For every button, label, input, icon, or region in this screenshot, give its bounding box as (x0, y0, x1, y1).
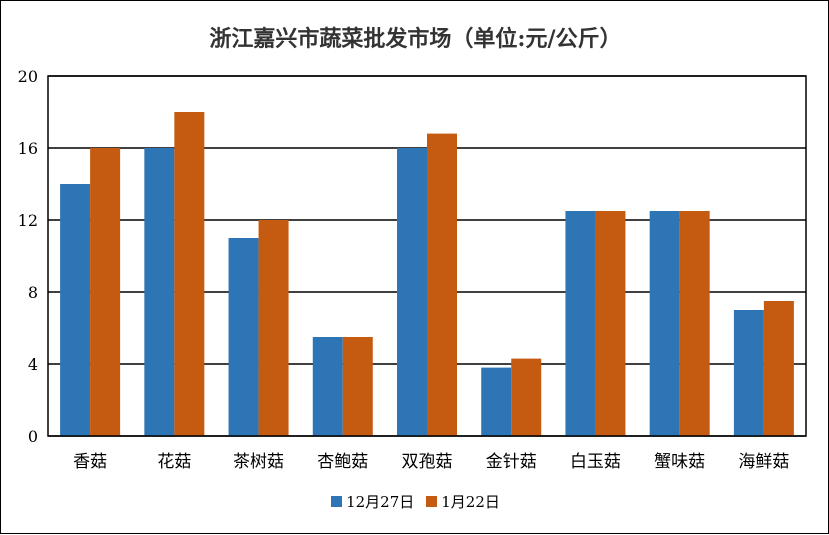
bar-s1-c7 (565, 211, 596, 436)
y-tick-label-5: 20 (18, 67, 38, 86)
legend-swatch-series-2 (426, 496, 438, 507)
x-axis-ticks: 香菇 花菇 茶树菇 杏鲍菇 双孢菇 金针菇 白玉菇 蟹味菇 海鲜菇 (73, 452, 789, 472)
chart-title: 浙江嘉兴市蔬菜批发市场（单位:元/公斤） (209, 26, 622, 52)
y-tick-label-1: 4 (28, 355, 38, 374)
x-tick-label-5: 双孢菇 (402, 452, 453, 472)
x-tick-label-8: 蟹味菇 (654, 452, 705, 472)
legend-item-series-1: 12月27日 (331, 491, 414, 512)
legend: 12月27日 1月22日 (1, 491, 829, 512)
bar-s1-c9 (733, 310, 764, 436)
legend-item-series-2: 1月22日 (426, 491, 500, 512)
y-tick-label-0: 0 (28, 427, 38, 446)
bar-s2-c2 (174, 112, 205, 436)
x-tick-label-9: 海鲜菇 (738, 452, 789, 472)
bar-s2-c7 (595, 211, 626, 436)
y-axis-ticks: 0 4 8 12 16 20 (18, 67, 38, 446)
legend-label-series-2: 1月22日 (441, 493, 500, 511)
bar-s1-c5 (397, 148, 427, 436)
bars (60, 112, 794, 436)
x-tick-label-7: 白玉菇 (570, 452, 621, 472)
bar-s2-c1 (90, 148, 121, 436)
bar-s1-c3 (228, 238, 259, 436)
x-tick-label-2: 花菇 (157, 452, 191, 472)
legend-swatch-series-1 (331, 496, 343, 507)
bar-s2-c6 (511, 358, 542, 436)
bar-s1-c6 (481, 367, 512, 436)
plot-area-border (47, 75, 807, 437)
y-tick-label-2: 8 (28, 283, 38, 302)
bar-s2-c5 (427, 133, 457, 436)
y-tick-label-4: 16 (18, 139, 38, 158)
bar-s1-c8 (649, 211, 680, 436)
x-tick-label-6: 金针菇 (486, 452, 537, 472)
bar-s2-c3 (258, 220, 289, 436)
x-tick-label-3: 茶树菇 (233, 452, 284, 472)
legend-label-series-1: 12月27日 (346, 493, 415, 511)
bar-s2-c8 (679, 211, 710, 436)
x-tick-label-4: 杏鲍菇 (317, 452, 368, 472)
x-tick-label-1: 香菇 (73, 452, 107, 472)
bar-s2-c9 (763, 301, 794, 436)
y-tick-label-3: 12 (18, 211, 38, 230)
bar-s1-c1 (60, 184, 91, 436)
bar-s1-c2 (144, 148, 175, 436)
bar-s2-c4 (342, 337, 373, 436)
bar-s1-c4 (312, 337, 343, 436)
